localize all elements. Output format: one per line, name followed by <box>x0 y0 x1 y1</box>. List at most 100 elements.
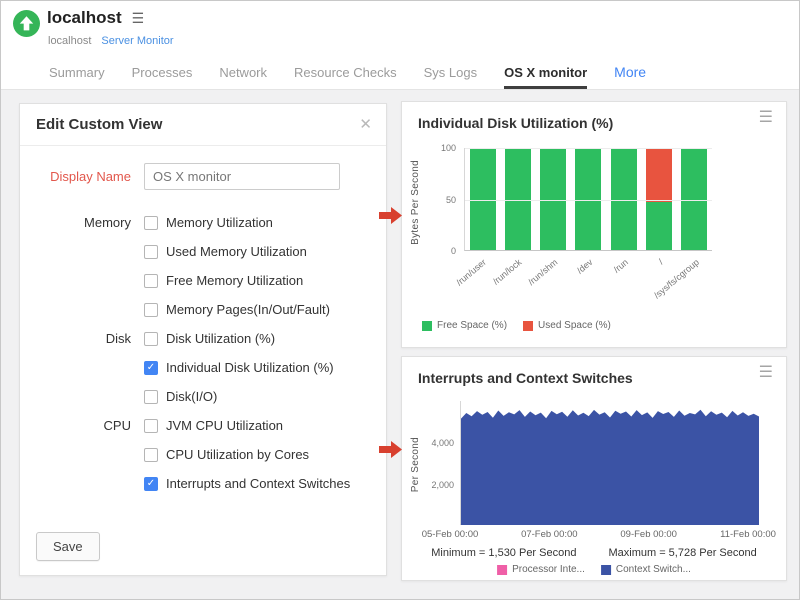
red-arrow-disk-chart-icon <box>378 206 403 225</box>
group-label-cpu: CPU <box>20 418 144 433</box>
legend-swatch-icon <box>422 321 432 331</box>
breadcrumb-host[interactable]: localhost <box>48 35 91 47</box>
interrupts-chart-card: Interrupts and Context Switches ☰ Per Se… <box>401 356 787 581</box>
breadcrumb: localhost Server Monitor <box>48 35 174 47</box>
option-row: DiskDisk Utilization (%) <box>20 324 386 353</box>
chart-menu-icon[interactable]: ☰ <box>759 110 773 126</box>
checkbox-used-memory-utilization[interactable]: Used Memory Utilization <box>144 244 307 259</box>
area-plot-area <box>460 401 758 525</box>
y-tick: 50 <box>446 195 456 205</box>
checkbox-unchecked-icon[interactable] <box>144 448 158 462</box>
checkbox-checked-icon[interactable]: ✓ <box>144 477 158 491</box>
close-icon[interactable]: ✕ <box>359 115 372 133</box>
chart-menu-icon[interactable]: ☰ <box>759 365 773 381</box>
bar-segment-free <box>646 202 672 250</box>
x-label-run: /run <box>612 257 630 275</box>
chart-stats: Minimum = 1,530 Per Second Maximum = 5,7… <box>402 547 786 559</box>
red-arrow-interrupts-chart-icon <box>378 440 403 459</box>
checkbox-label: Disk(I/O) <box>166 389 217 404</box>
grid-line <box>465 148 712 149</box>
checkbox-unchecked-icon[interactable] <box>144 216 158 230</box>
x-label-item: / <box>657 257 665 266</box>
x-label-11-feb-00-00: 11-Feb 00:00 <box>720 529 776 540</box>
option-row: CPU JVM CPU Utilization <box>20 411 386 440</box>
breadcrumb-server-monitor[interactable]: Server Monitor <box>101 35 173 47</box>
checkbox-label: Memory Utilization <box>166 215 273 230</box>
monitor-status-icon <box>13 10 40 37</box>
option-row: MemoryMemory Utilization <box>20 208 386 237</box>
checkbox-unchecked-icon[interactable] <box>144 332 158 346</box>
x-label-05-feb-00-00: 05-Feb 00:00 <box>422 529 479 540</box>
checkbox-interrupts-and-context-switches[interactable]: ✓ Interrupts and Context Switches <box>144 476 350 491</box>
checkbox-free-memory-utilization[interactable]: Free Memory Utilization <box>144 273 303 288</box>
option-row: Memory Pages(In/Out/Fault) <box>20 295 386 324</box>
chart-title: Interrupts and Context Switches <box>418 370 770 386</box>
checkbox-label: CPU Utilization by Cores <box>166 447 309 462</box>
option-row: Disk(I/O) <box>20 382 386 411</box>
x-label-07-feb-00-00: 07-Feb 00:00 <box>521 529 578 540</box>
option-row: Free Memory Utilization <box>20 266 386 295</box>
x-label-sys-fs-cgroup: /sys/fs/cgroup <box>652 257 701 300</box>
x-label-run-lock: /run/lock <box>491 257 523 287</box>
checkbox-jvm-cpu-utilization[interactable]: JVM CPU Utilization <box>144 418 283 433</box>
tab-more[interactable]: More <box>614 55 646 89</box>
checkbox-unchecked-icon[interactable] <box>144 390 158 404</box>
monitor-menu-icon[interactable]: ☰ <box>132 11 145 25</box>
checkbox-individual-disk-utilization[interactable]: ✓Individual Disk Utilization (%) <box>144 360 334 375</box>
option-row: ✓ Interrupts and Context Switches <box>20 469 386 498</box>
context-switches-area <box>461 410 759 525</box>
y-tick: 4,000 <box>431 438 454 448</box>
legend-item-processor-inte[interactable]: Processor Inte... <box>497 564 585 575</box>
tab-bar: Summary Processes Network Resource Checks Sy… <box>1 55 799 90</box>
display-name-row: Display Name <box>20 162 386 191</box>
y-tick: 2,000 <box>431 480 454 490</box>
panel-title: Edit Custom View <box>36 116 162 133</box>
checkbox-groups: MemoryMemory Utilization Used Memory Util… <box>20 208 386 498</box>
legend-label: Used Space (%) <box>538 320 611 331</box>
app-header: localhost ☰ localhost Server Monitor <box>1 1 799 55</box>
bar-y-axis-ticks: 050100 <box>432 148 458 252</box>
page-title: localhost <box>47 8 122 28</box>
tab-summary[interactable]: Summary <box>49 55 105 89</box>
display-name-input[interactable] <box>144 163 340 190</box>
x-label-run-shm: /run/shm <box>526 257 559 287</box>
checkbox-disk-i-o[interactable]: Disk(I/O) <box>144 389 217 404</box>
legend-swatch-icon <box>601 565 611 575</box>
maximum-stat: Maximum = 5,728 Per Second <box>608 547 756 559</box>
checkbox-label: Used Memory Utilization <box>166 244 307 259</box>
server-monitor-app: localhost ☰ localhost Server Monitor Sum… <box>0 0 800 600</box>
checkbox-unchecked-icon[interactable] <box>144 274 158 288</box>
checkbox-unchecked-icon[interactable] <box>144 303 158 317</box>
option-row: Used Memory Utilization <box>20 237 386 266</box>
legend-item-used-space[interactable]: Used Space (%) <box>523 320 611 331</box>
y-tick: 0 <box>451 246 456 256</box>
checkbox-label: Interrupts and Context Switches <box>166 476 350 491</box>
legend-label: Context Switch... <box>616 564 691 575</box>
checkbox-label: JVM CPU Utilization <box>166 418 283 433</box>
tab-sys-logs[interactable]: Sys Logs <box>424 55 477 89</box>
chart-legend: Processor Inte... Context Switch... <box>497 564 691 575</box>
tab-resource-checks[interactable]: Resource Checks <box>294 55 397 89</box>
edit-custom-view-panel: Edit Custom View ✕ Display Name MemoryMe… <box>19 103 387 576</box>
minimum-stat: Minimum = 1,530 Per Second <box>431 547 576 559</box>
checkbox-memory-pages-in-out-fault[interactable]: Memory Pages(In/Out/Fault) <box>144 302 330 317</box>
tab-network[interactable]: Network <box>219 55 267 89</box>
save-button[interactable]: Save <box>36 532 100 561</box>
y-axis-label: Bytes Per Second <box>410 160 421 245</box>
legend-item-context-switch[interactable]: Context Switch... <box>601 564 691 575</box>
checkbox-unchecked-icon[interactable] <box>144 245 158 259</box>
legend-item-free-space[interactable]: Free Space (%) <box>422 320 507 331</box>
area-y-axis-ticks: 2,000 4,000 <box>420 401 456 525</box>
x-label-run-user: /run/user <box>455 257 489 287</box>
checkbox-disk-utilization[interactable]: Disk Utilization (%) <box>144 331 275 346</box>
option-row: CPU Utilization by Cores <box>20 440 386 469</box>
tab-processes[interactable]: Processes <box>132 55 193 89</box>
display-name-label: Display Name <box>20 169 144 184</box>
tab-os-x-monitor[interactable]: OS X monitor <box>504 55 587 89</box>
area-x-axis-labels: 05-Feb 00:0007-Feb 00:0009-Feb 00:0011-F… <box>450 529 748 541</box>
checkbox-memory-utilization[interactable]: Memory Utilization <box>144 215 273 230</box>
checkbox-unchecked-icon[interactable] <box>144 419 158 433</box>
checkbox-checked-icon[interactable]: ✓ <box>144 361 158 375</box>
checkbox-cpu-utilization-by-cores[interactable]: CPU Utilization by Cores <box>144 447 309 462</box>
x-label-dev: /dev <box>575 257 594 276</box>
